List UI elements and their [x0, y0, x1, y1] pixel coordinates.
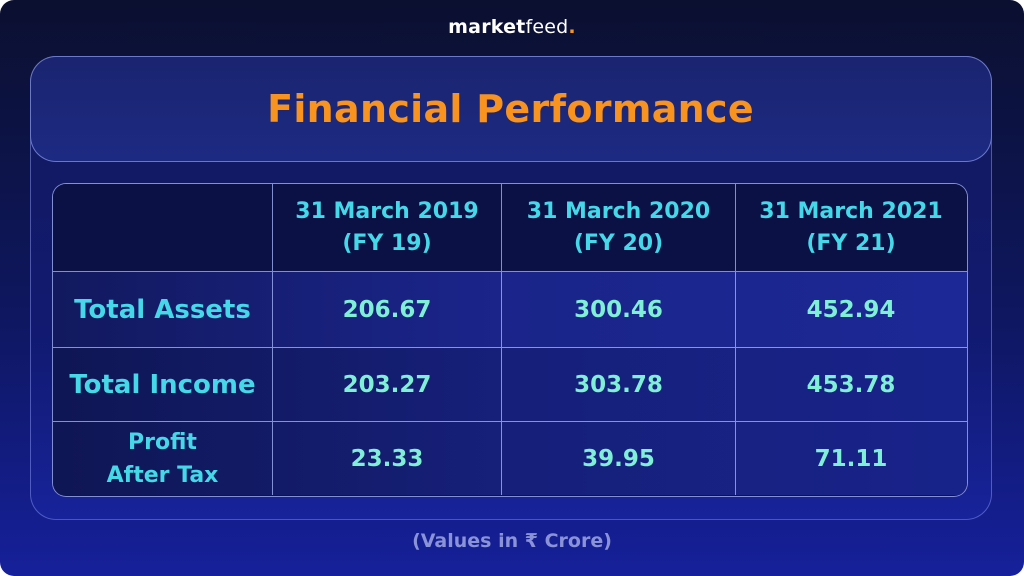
row-label: Total Income	[69, 369, 256, 400]
table-value: 203.27	[342, 371, 432, 398]
value-cell: 71.11	[736, 422, 966, 495]
units-footnote: (Values in ₹ Crore)	[412, 530, 612, 552]
row-label-cell: Profit After Tax	[53, 422, 273, 495]
value-cell: 203.27	[273, 348, 502, 421]
brand-logo-second: feed	[525, 16, 569, 38]
table-value: 300.46	[574, 296, 663, 323]
header-corner-cell	[53, 184, 273, 271]
column-header: 31 March 2021 (FY 21)	[759, 198, 943, 256]
table-row: Total Assets 206.67 300.46 452.94	[53, 272, 967, 348]
row-label: Profit After Tax	[106, 429, 219, 488]
row-label: Total Assets	[74, 294, 251, 325]
table-value: 303.78	[574, 371, 663, 398]
value-cell: 300.46	[502, 272, 736, 347]
page-title: Financial Performance	[267, 86, 754, 131]
table-row: Total Income 203.27 303.78 453.78	[53, 348, 967, 422]
value-cell: 453.78	[736, 348, 966, 421]
table-value: 206.67	[342, 296, 432, 323]
value-cell: 39.95	[502, 422, 736, 495]
table-value: 23.33	[350, 445, 424, 472]
table-header-row: 31 March 2019 (FY 19) 31 March 2020 (FY …	[53, 184, 967, 272]
table-value: 71.11	[814, 445, 888, 472]
brand-logo: marketfeed.	[0, 16, 1024, 38]
column-header-cell: 31 March 2021 (FY 21)	[736, 184, 966, 271]
column-header: 31 March 2019 (FY 19)	[295, 198, 479, 256]
value-cell: 23.33	[273, 422, 502, 495]
column-header: 31 March 2020 (FY 20)	[526, 198, 711, 256]
column-header-cell: 31 March 2019 (FY 19)	[273, 184, 502, 271]
table-value: 453.78	[806, 371, 896, 398]
column-header-cell: 31 March 2020 (FY 20)	[502, 184, 736, 271]
brand-logo-main: market	[448, 16, 526, 38]
table-value: 452.94	[806, 296, 896, 323]
value-cell: 303.78	[502, 348, 736, 421]
title-banner: Financial Performance	[29, 55, 992, 162]
financial-table: 31 March 2019 (FY 19) 31 March 2020 (FY …	[52, 183, 968, 497]
value-cell: 452.94	[736, 272, 966, 347]
value-cell: 206.67	[273, 272, 502, 347]
brand-logo-dot: .	[568, 16, 576, 38]
table-row: Profit After Tax 23.33 39.95 71.11	[53, 422, 967, 495]
row-label-cell: Total Assets	[53, 272, 273, 347]
table-value: 39.95	[582, 445, 655, 472]
row-label-cell: Total Income	[53, 348, 273, 421]
